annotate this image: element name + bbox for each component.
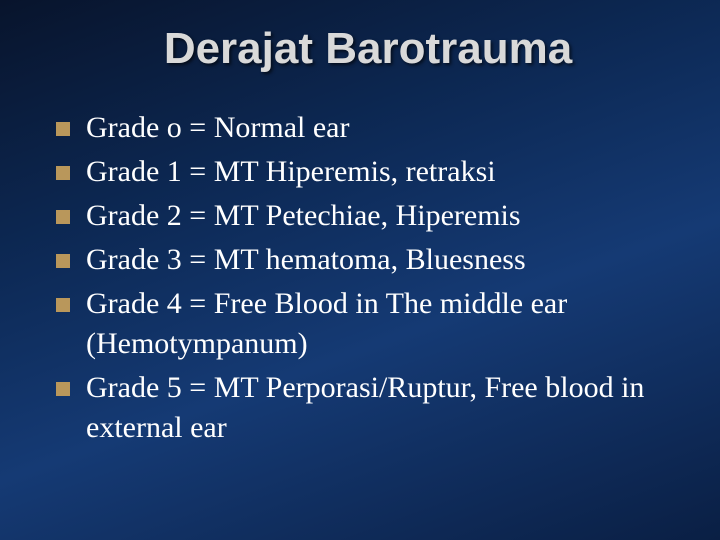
bullet-square-icon [56, 210, 70, 224]
list-item: Grade 1 = MT Hiperemis, retraksi [56, 152, 680, 192]
list-item-text: Grade 3 = MT hematoma, Bluesness [86, 240, 680, 280]
bullet-square-icon [56, 382, 70, 396]
slide: Derajat Barotrauma Grade o = Normal earG… [0, 0, 720, 540]
list-item: Grade 5 = MT Perporasi/Ruptur, Free bloo… [56, 368, 680, 448]
bullet-square-icon [56, 254, 70, 268]
bullet-list: Grade o = Normal earGrade 1 = MT Hiperem… [56, 108, 680, 448]
list-item: Grade o = Normal ear [56, 108, 680, 148]
list-item-text: Grade o = Normal ear [86, 108, 680, 148]
list-item: Grade 3 = MT hematoma, Bluesness [56, 240, 680, 280]
list-item-text: Grade 2 = MT Petechiae, Hiperemis [86, 196, 680, 236]
bullet-square-icon [56, 166, 70, 180]
bullet-square-icon [56, 298, 70, 312]
list-item-text: Grade 1 = MT Hiperemis, retraksi [86, 152, 680, 192]
list-item-text: Grade 4 = Free Blood in The middle ear (… [86, 284, 680, 364]
list-item-text: Grade 5 = MT Perporasi/Ruptur, Free bloo… [86, 368, 680, 448]
bullet-square-icon [56, 122, 70, 136]
slide-title: Derajat Barotrauma [56, 24, 680, 74]
list-item: Grade 4 = Free Blood in The middle ear (… [56, 284, 680, 364]
list-item: Grade 2 = MT Petechiae, Hiperemis [56, 196, 680, 236]
